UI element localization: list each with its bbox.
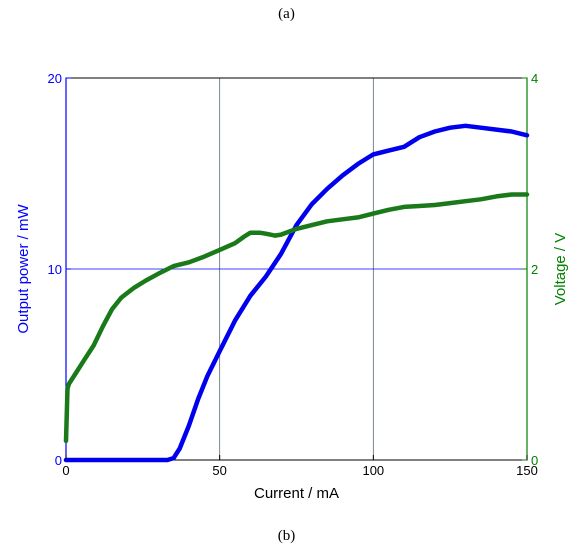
x-axis-label: Current / mA	[254, 485, 339, 502]
voltage-series-line	[63, 192, 530, 444]
left-y-tick-label: 10	[48, 262, 62, 277]
right-y-tick-label: 2	[531, 262, 538, 277]
output-power-series-line	[63, 123, 530, 463]
x-tick-label: 50	[212, 463, 226, 478]
x-tick-label: 100	[362, 463, 384, 478]
figure-caption-top: (a)	[278, 6, 295, 22]
x-tick-label: 150	[516, 463, 538, 478]
right-y-tick-label: 0	[531, 453, 538, 468]
left-y-tick-label: 0	[55, 453, 62, 468]
figure-caption-bottom: (b)	[277, 528, 296, 544]
left-y-tick-label: 20	[48, 71, 62, 86]
right-y-tick-label: 4	[531, 71, 538, 86]
series-layer	[63, 123, 530, 463]
right-y-axis-label: Voltage / V	[552, 233, 569, 306]
grid-lines	[66, 78, 527, 460]
x-tick-label: 0	[62, 463, 69, 478]
left-y-axis-label: Output power / mW	[15, 204, 32, 334]
